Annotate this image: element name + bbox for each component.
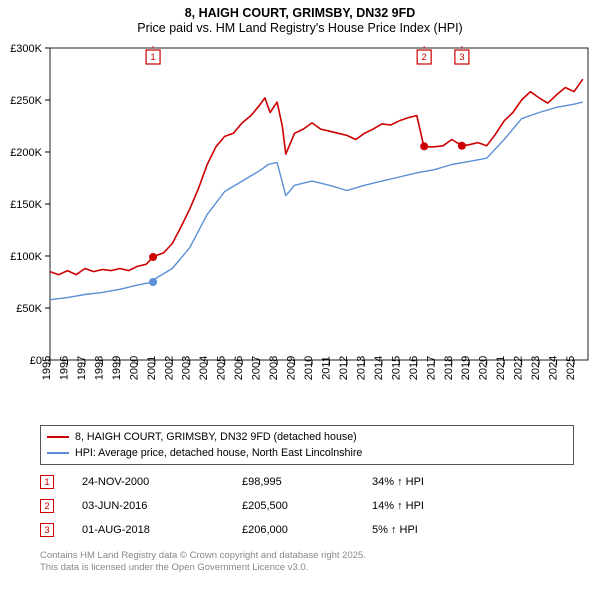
- x-axis-label: 2014: [373, 356, 385, 380]
- x-axis-label: 2024: [548, 356, 560, 380]
- sales-row: 1 24-NOV-2000£98,99534% ↑ HPI: [40, 470, 574, 494]
- chart-container: 8, HAIGH COURT, GRIMSBY, DN32 9FD Price …: [0, 0, 600, 590]
- x-axis-label: 2025: [565, 356, 577, 380]
- x-axis-label: 2008: [268, 356, 280, 380]
- legend-swatch: [47, 452, 69, 454]
- sale-point-dot: [420, 142, 428, 150]
- title-line2: Price paid vs. HM Land Registry's House …: [8, 21, 592, 35]
- x-axis-label: 1996: [58, 356, 70, 380]
- legend-label: 8, HAIGH COURT, GRIMSBY, DN32 9FD (detac…: [75, 431, 357, 443]
- x-axis-label: 2013: [355, 356, 367, 380]
- series-line: [50, 79, 583, 275]
- sales-pct: 5% ↑ HPI: [372, 524, 472, 536]
- y-axis-label: £300K: [10, 43, 42, 55]
- sales-marker: 1: [40, 475, 54, 489]
- marker-number: 1: [150, 52, 155, 63]
- x-axis-label: 2012: [338, 356, 350, 380]
- chart-area: £0£50K£100K£150K£200K£250K£300K199519961…: [0, 40, 600, 420]
- sales-pct: 34% ↑ HPI: [372, 476, 472, 488]
- x-axis-label: 1998: [93, 356, 105, 380]
- marker-number: 3: [459, 52, 464, 63]
- sale-point-dot: [149, 278, 157, 286]
- sales-date: 01-AUG-2018: [82, 524, 242, 536]
- sale-point-dot: [458, 142, 466, 150]
- x-axis-label: 2003: [181, 356, 193, 380]
- x-axis-label: 2010: [303, 356, 315, 380]
- sales-row: 2 03-JUN-2016£205,50014% ↑ HPI: [40, 494, 574, 518]
- sales-marker: 3: [40, 523, 54, 537]
- sales-date: 24-NOV-2000: [82, 476, 242, 488]
- x-axis-label: 2015: [390, 356, 402, 380]
- legend-swatch: [47, 436, 69, 438]
- footer-line2: This data is licensed under the Open Gov…: [40, 562, 366, 574]
- sales-price: £206,000: [242, 524, 372, 536]
- x-axis-label: 1995: [41, 356, 53, 380]
- x-axis-label: 2023: [530, 356, 542, 380]
- x-axis-label: 2000: [128, 356, 140, 380]
- line-chart-svg: £0£50K£100K£150K£200K£250K£300K199519961…: [0, 40, 600, 420]
- y-axis-label: £250K: [10, 95, 42, 107]
- x-axis-label: 2016: [408, 356, 420, 380]
- sales-date: 03-JUN-2016: [82, 500, 242, 512]
- title-line1: 8, HAIGH COURT, GRIMSBY, DN32 9FD: [8, 6, 592, 20]
- x-axis-label: 2007: [251, 356, 263, 380]
- legend-row: HPI: Average price, detached house, Nort…: [47, 445, 567, 461]
- footer-attribution: Contains HM Land Registry data © Crown c…: [40, 550, 366, 575]
- legend: 8, HAIGH COURT, GRIMSBY, DN32 9FD (detac…: [40, 425, 574, 465]
- x-axis-label: 2002: [163, 356, 175, 380]
- marker-number: 2: [422, 52, 427, 63]
- x-axis-label: 2001: [146, 356, 158, 380]
- x-axis-label: 2018: [443, 356, 455, 380]
- x-axis-label: 2006: [233, 356, 245, 380]
- x-axis-label: 2017: [425, 356, 437, 380]
- x-axis-label: 2019: [460, 356, 472, 380]
- y-axis-label: £200K: [10, 147, 42, 159]
- x-axis-label: 2009: [286, 356, 298, 380]
- footer-line1: Contains HM Land Registry data © Crown c…: [40, 550, 366, 562]
- sales-price: £205,500: [242, 500, 372, 512]
- sales-pct: 14% ↑ HPI: [372, 500, 472, 512]
- x-axis-label: 2005: [216, 356, 228, 380]
- y-axis-label: £100K: [10, 251, 42, 263]
- sales-row: 3 01-AUG-2018£206,0005% ↑ HPI: [40, 518, 574, 542]
- x-axis-label: 2011: [320, 356, 332, 380]
- legend-label: HPI: Average price, detached house, Nort…: [75, 447, 362, 459]
- sales-price: £98,995: [242, 476, 372, 488]
- x-axis-label: 2021: [495, 356, 507, 380]
- sales-table: 1 24-NOV-2000£98,99534% ↑ HPI 2 03-JUN-2016…: [40, 470, 574, 542]
- x-axis-label: 2004: [198, 356, 210, 380]
- title-block: 8, HAIGH COURT, GRIMSBY, DN32 9FD Price …: [0, 0, 600, 39]
- sale-point-dot: [149, 253, 157, 261]
- y-axis-label: £50K: [16, 303, 42, 315]
- x-axis-label: 1997: [76, 356, 88, 380]
- legend-row: 8, HAIGH COURT, GRIMSBY, DN32 9FD (detac…: [47, 429, 567, 445]
- sales-marker: 2: [40, 499, 54, 513]
- x-axis-label: 2022: [513, 356, 525, 380]
- x-axis-label: 2020: [478, 356, 490, 380]
- x-axis-label: 1999: [111, 356, 123, 380]
- y-axis-label: £150K: [10, 199, 42, 211]
